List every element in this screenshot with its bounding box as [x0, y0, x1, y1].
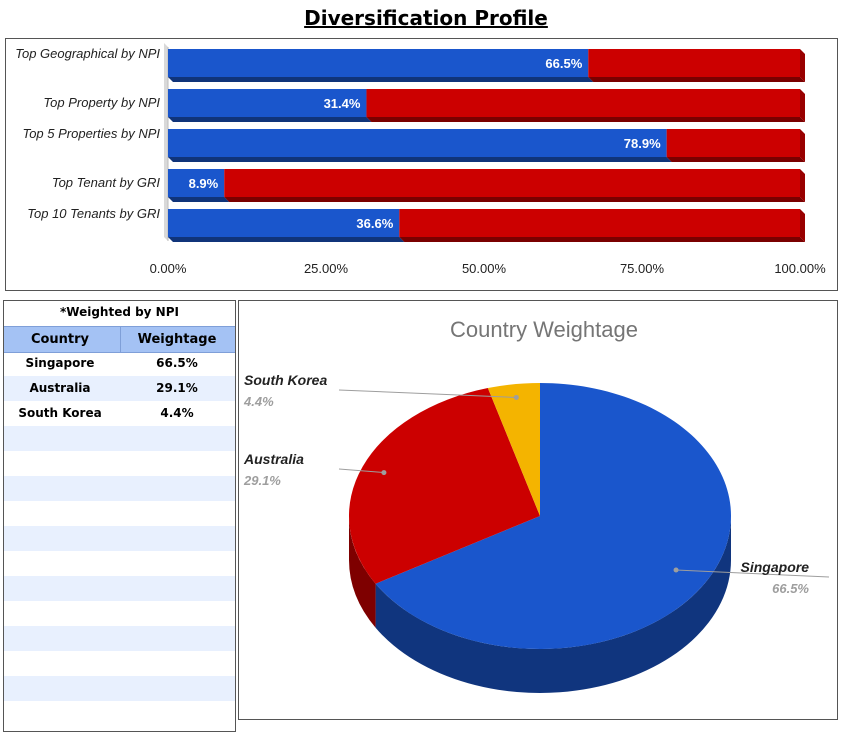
pie-leader-line: [338, 468, 384, 474]
pie-leader-dot: [673, 567, 679, 573]
empty-cell: [124, 651, 230, 676]
empty-cell: [4, 626, 116, 651]
pie-value-label: 4.4%: [244, 394, 274, 409]
pie-chart: [338, 383, 830, 693]
bar-segment-primary-3: [168, 129, 672, 162]
pie-leader-dot: [381, 470, 387, 476]
bar-category-label: Top 5 Properties by NPI: [22, 126, 160, 141]
table-row: South Korea 4.4%: [4, 401, 235, 426]
empty-cell: [124, 476, 230, 501]
table-row: [4, 651, 235, 676]
bar-segment-remainder-4: [224, 169, 806, 202]
table-header-row: Country Weightage: [4, 326, 235, 353]
table-row: [4, 626, 235, 651]
country-weightage-table: *Weighted by NPI Country Weightage Singapo…: [3, 300, 236, 732]
table-row: [4, 676, 235, 701]
empty-cell: [124, 426, 230, 451]
empty-cell: [124, 501, 230, 526]
pie-leader-line: [676, 569, 830, 578]
empty-cell: [4, 476, 116, 501]
weightage-cell: 66.5%: [156, 356, 198, 370]
pie-slice-australia: [349, 388, 540, 584]
header-divider: [120, 327, 121, 352]
pie-leader-dot: [513, 394, 519, 400]
empty-cell: [124, 526, 230, 551]
country-cell: Singapore: [25, 356, 95, 370]
pie-chart-title: Country Weightage: [450, 317, 638, 342]
bar-segment-remainder-1: [588, 49, 805, 82]
bar-segment-primary-4: [168, 169, 230, 202]
pie-category-label: South Korea: [244, 372, 328, 388]
table-row: [4, 701, 235, 726]
bar-category-label: Top Geographical by NPI: [15, 46, 160, 61]
empty-cell: [4, 651, 116, 676]
pie-chart-panel: Country Weightage Singapore 66.5% Australi…: [238, 300, 838, 720]
x-tick-label: 50.00%: [462, 261, 507, 276]
bar-category-label: Top Property by NPI: [43, 94, 160, 110]
table-row: [4, 501, 235, 526]
country-cell: Australia: [29, 381, 91, 395]
empty-cell: [4, 526, 116, 551]
bar-segment-primary-5: [168, 209, 405, 242]
pie-slice-singapore: [375, 383, 731, 649]
empty-cell: [4, 426, 116, 451]
empty-cell: [4, 576, 116, 601]
table-row: [4, 551, 235, 576]
empty-cell: [124, 676, 230, 701]
table-note: *Weighted by NPI: [59, 305, 179, 319]
bar-category-label: Top 10 Tenants by GRI: [27, 206, 160, 221]
table-row: [4, 426, 235, 451]
empty-cell: [124, 601, 230, 626]
empty-cell: [4, 701, 116, 726]
pie-leader-line: [338, 389, 517, 398]
bar-segment-remainder-3: [666, 129, 805, 162]
pie-category-label: Australia: [244, 451, 304, 467]
x-tick-label: 25.00%: [304, 261, 349, 276]
x-tick-label: 0.00%: [150, 261, 187, 276]
bar-segment-remainder-2: [366, 89, 805, 122]
page-title: Diversification Profile: [304, 6, 548, 30]
weightage-cell: 29.1%: [156, 381, 198, 395]
table-row: [4, 576, 235, 601]
bar-chart-panel: 66.5% 31.4% 78.9% 8.9% 36.6% 0.00% 25.00% 50.00…: [5, 38, 838, 291]
table-row: [4, 526, 235, 551]
bar-segment-primary-1: [168, 49, 594, 82]
empty-cell: [124, 451, 230, 476]
table-row: Singapore 66.5%: [4, 351, 235, 376]
pie-value-label: 29.1%: [244, 473, 281, 488]
bar-segment-remainder-5: [399, 209, 805, 242]
empty-cell: [4, 501, 116, 526]
empty-cell: [4, 451, 116, 476]
empty-cell: [124, 701, 230, 726]
bar-category-label: Top Tenant by GRI: [51, 174, 160, 190]
bar-data-label: 36.6%: [356, 216, 393, 231]
bar-data-label: 78.9%: [624, 136, 661, 151]
table-header-cell: Weightage: [137, 332, 217, 347]
empty-cell: [4, 601, 116, 626]
table-row: [4, 451, 235, 476]
table-row: Australia 29.1%: [4, 376, 235, 401]
pie-slice-side: [375, 516, 731, 693]
empty-cell: [4, 676, 116, 701]
pie-value-label: 66.5%: [772, 581, 809, 596]
country-cell: South Korea: [18, 406, 102, 420]
pie-category-label: Singapore: [740, 559, 809, 575]
bar-data-label: 8.9%: [189, 176, 219, 191]
empty-cell: [124, 576, 230, 601]
pie-slice-south-korea: [487, 383, 540, 516]
table-header-cell: Country: [30, 332, 90, 347]
weightage-cell: 4.4%: [160, 406, 194, 420]
table-row: [4, 476, 235, 501]
x-tick-label: 75.00%: [620, 261, 665, 276]
bar-data-label: 66.5%: [545, 56, 582, 71]
table-row: [4, 601, 235, 626]
empty-cell: [124, 626, 230, 651]
bar-segment-primary-2: [168, 89, 372, 122]
bar-chart: 66.5% 31.4% 78.9% 8.9% 36.6% 0.00% 25.00% 50.00…: [150, 43, 826, 276]
bar-data-label: 31.4%: [324, 96, 361, 111]
empty-cell: [124, 551, 230, 576]
x-tick-label: 100.00%: [774, 261, 826, 276]
empty-cell: [4, 551, 116, 576]
pie-slice-side: [349, 516, 376, 628]
